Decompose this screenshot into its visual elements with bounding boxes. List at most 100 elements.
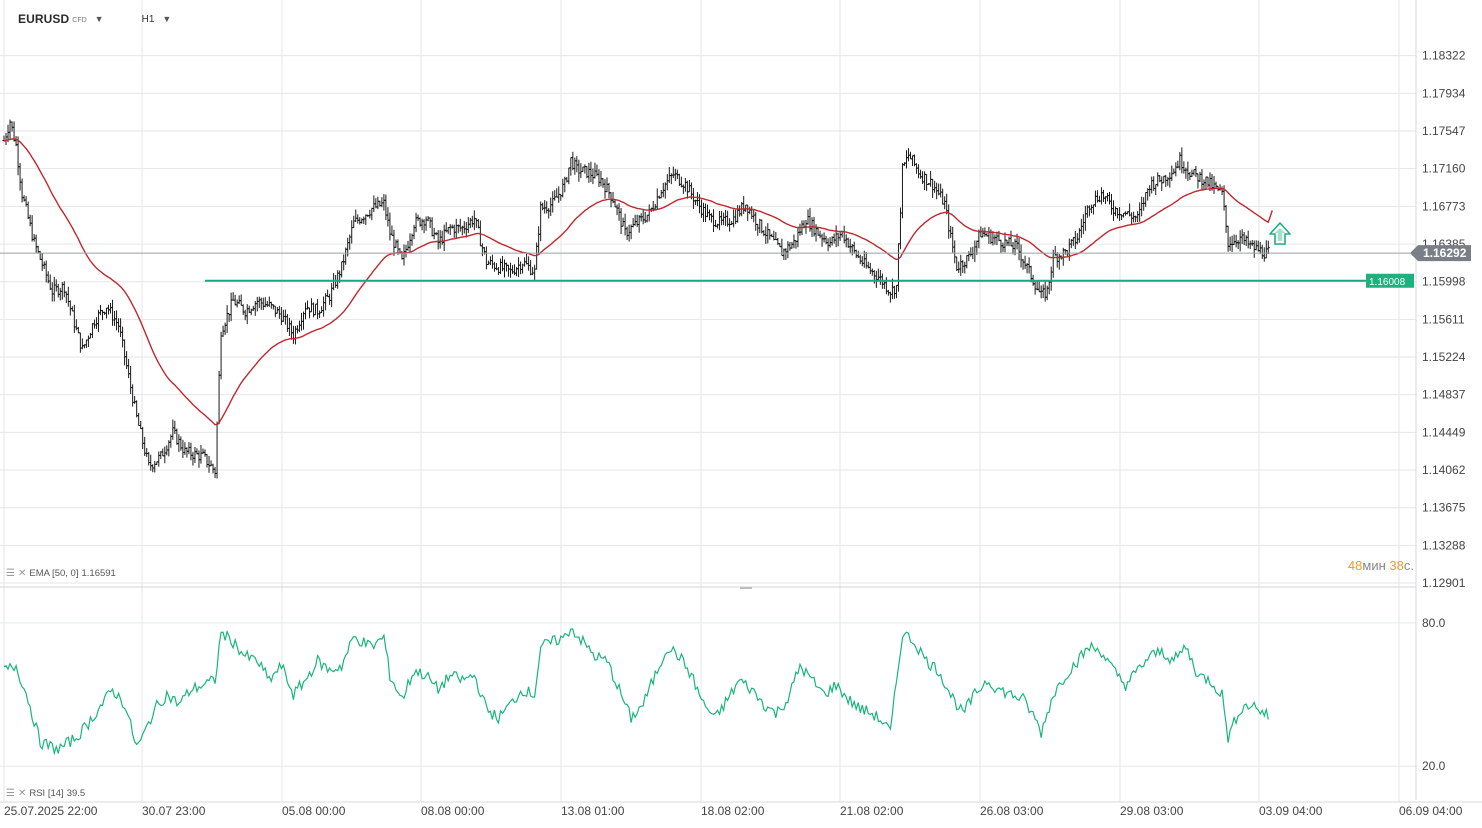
ohlc-bar xyxy=(428,217,432,229)
ohlc-bar xyxy=(1093,190,1098,207)
ohlc-bar xyxy=(52,276,56,302)
caret-down-icon[interactable]: ▼ xyxy=(162,14,172,24)
ohlc-bar xyxy=(784,248,788,260)
ohlc-bar xyxy=(466,217,470,234)
ohlc-bar xyxy=(233,294,237,306)
symbol-name[interactable]: EURUSD xyxy=(18,12,70,26)
ohlc-bar xyxy=(1174,162,1178,177)
ohlc-bar xyxy=(255,296,259,312)
ohlc-bar xyxy=(40,253,44,271)
rsi-label: RSI [14] xyxy=(29,788,64,799)
ohlc-bar xyxy=(1166,176,1170,186)
ohlc-bar xyxy=(384,194,388,221)
ohlc-bar xyxy=(539,201,543,242)
ema-line xyxy=(3,138,1273,426)
ohlc-bar xyxy=(303,302,308,320)
close-icon[interactable]: ✕ xyxy=(17,788,27,799)
ohlc-bar xyxy=(916,164,921,179)
ohlc-bar xyxy=(918,169,923,179)
menu-lines-icon[interactable]: ☰ xyxy=(6,568,15,579)
ohlc-bar xyxy=(758,218,762,234)
ohlc-bar xyxy=(392,229,396,256)
ohlc-bar xyxy=(319,306,324,314)
ohlc-bar xyxy=(896,243,901,292)
support-badge-label: 1.16008 xyxy=(1369,277,1406,288)
ohlc-bar xyxy=(941,188,945,205)
ohlc-bar xyxy=(370,207,374,221)
ohlc-bar xyxy=(1103,196,1108,205)
rsi-value: 39.5 xyxy=(66,788,86,799)
ohlc-bar xyxy=(1226,225,1230,252)
ohlc-bar xyxy=(48,274,52,291)
ohlc-bar xyxy=(999,239,1003,254)
ohlc-bar xyxy=(187,442,191,455)
countdown-minutes: 48 xyxy=(1347,558,1363,573)
ohlc-bar xyxy=(1150,176,1154,194)
ohlc-bar xyxy=(137,412,141,427)
ohlc-bar xyxy=(382,194,386,211)
ohlc-bar xyxy=(315,299,320,320)
timeframe-value[interactable]: H1 xyxy=(141,13,155,25)
ohlc-bar xyxy=(42,261,46,270)
time-axis[interactable]: 25.07.2025 22:00 30.07 23:00 05.08 00:00 08… xyxy=(0,801,1482,818)
ohlc-bar xyxy=(752,209,756,223)
ohlc-bar xyxy=(832,233,836,244)
ohlc-bar xyxy=(993,234,997,245)
ohlc-bar xyxy=(732,209,736,228)
ohlc-bar xyxy=(446,226,450,234)
ohlc-bar xyxy=(436,230,440,250)
ohlc-bar xyxy=(1212,175,1216,194)
ohlc-bar xyxy=(100,309,105,321)
ohlc-bar xyxy=(185,447,189,458)
ohlc-bar xyxy=(1206,176,1210,188)
ohlc-bar xyxy=(1232,234,1236,245)
ohlc-bar xyxy=(219,331,223,380)
ohlc-bar xyxy=(683,177,687,192)
ohlc-bar xyxy=(798,223,802,236)
current-price-badge: 1.16292 xyxy=(1410,245,1471,262)
ohlc-bar xyxy=(243,309,247,321)
up-arrow-icon[interactable] xyxy=(1269,222,1291,245)
ohlc-bar xyxy=(1037,281,1041,293)
ohlc-bar xyxy=(1023,255,1027,270)
ohlc-bar xyxy=(1156,172,1160,187)
ohlc-bar xyxy=(241,304,245,315)
ohlc-bar xyxy=(1234,234,1238,248)
menu-lines-icon[interactable]: ☰ xyxy=(6,788,15,799)
ohlc-bar xyxy=(498,258,503,275)
ohlc-bar xyxy=(346,237,350,257)
ohlc-bar xyxy=(1111,200,1116,221)
price-axis[interactable]: 1.183221.179341.175471.171601.167731.163… xyxy=(1415,0,1482,828)
ohlc-bar xyxy=(175,428,179,445)
ema-label: EMA [50, 0] xyxy=(29,568,79,579)
ohlc-bar xyxy=(368,209,372,219)
price-tick-label: 1.18322 xyxy=(1422,49,1466,63)
ohlc-bar xyxy=(416,214,420,222)
ohlc-bar xyxy=(273,305,277,318)
ohlc-bar xyxy=(711,209,716,233)
ohlc-bar xyxy=(904,150,909,169)
ohlc-bar xyxy=(114,310,119,331)
ohlc-bar xyxy=(135,400,139,418)
rsi-axis[interactable]: 80.0 20.0 xyxy=(1422,616,1446,773)
caret-down-icon[interactable]: ▼ xyxy=(94,14,104,24)
close-icon[interactable]: ✕ xyxy=(17,568,27,579)
ohlc-bar xyxy=(203,449,207,457)
ohlc-bar xyxy=(386,207,390,227)
ohlc-bar xyxy=(571,151,575,171)
ohlc-bar xyxy=(527,256,531,271)
ohlc-bar xyxy=(364,214,368,225)
ohlc-bar xyxy=(1136,211,1140,223)
ohlc-bar xyxy=(768,229,772,240)
ohlc-bar xyxy=(659,189,663,199)
ohlc-bar xyxy=(277,305,281,319)
countdown-min-unit: мин xyxy=(1362,558,1386,573)
ohlc-bar xyxy=(876,268,880,281)
ohlc-bar xyxy=(54,279,58,292)
ohlc-bar xyxy=(1142,197,1146,211)
ohlc-bar xyxy=(762,230,766,237)
ohlc-bar xyxy=(1115,208,1120,219)
ohlc-bar xyxy=(597,169,601,188)
ohlc-bar xyxy=(64,291,68,304)
